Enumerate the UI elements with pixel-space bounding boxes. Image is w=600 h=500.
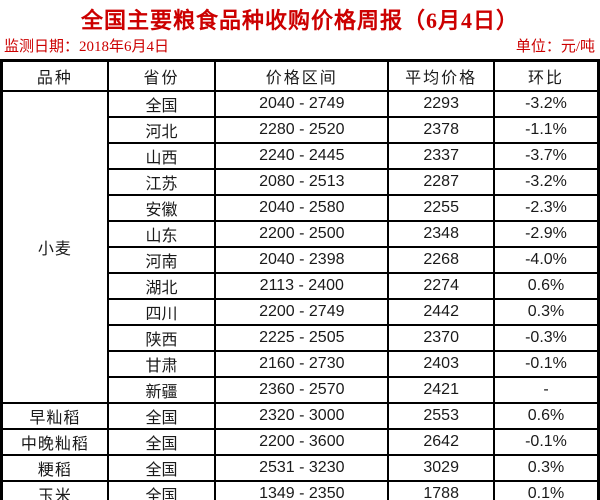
price-range-cell: 2040 - 2580: [214, 193, 390, 222]
price-range-cell: 2531 - 3230: [214, 453, 390, 482]
province-cell: 全国: [106, 401, 217, 430]
price-range-cell: 2320 - 3000: [214, 401, 390, 430]
chain-change-cell: -2.3%: [493, 193, 600, 222]
price-range-cell: 2200 - 2749: [214, 297, 390, 326]
page-title: 全国主要粮食品种收购价格周报（6月4日）: [80, 8, 519, 33]
col-header-avg-price: 平均价格: [387, 59, 495, 92]
table-row: 中晚籼稻 全国 2200 - 3600 2642 -0.1%: [0, 427, 600, 456]
col-header-variety: 品种: [0, 59, 109, 92]
chain-change-cell: -3.7%: [493, 141, 600, 170]
variety-cell-japonica-rice: 粳稻: [0, 453, 109, 482]
price-range-cell: 2040 - 2749: [214, 89, 390, 118]
price-table: 品种 省份 价格区间 平均价格 环比 小麦 全国 2040 - 2749 229…: [0, 59, 600, 500]
chain-change-cell: -: [493, 375, 600, 404]
avg-price-cell: 2293: [387, 89, 495, 118]
chain-change-cell: -0.3%: [493, 323, 600, 352]
province-cell: 河北: [106, 115, 217, 144]
chain-change-cell: -3.2%: [493, 89, 600, 118]
table-row: 山东 2200 - 2500 2348 -2.9%: [2, 219, 600, 248]
variety-cell-corn: 玉米: [0, 479, 109, 500]
chain-change-cell: -4.0%: [493, 245, 600, 274]
table-row: 甘肃 2160 - 2730 2403 -0.1%: [2, 349, 600, 378]
variety-cell-wheat: 小麦: [0, 89, 109, 404]
price-range-cell: 2040 - 2398: [214, 245, 390, 274]
variety-cell-early-indica-rice: 早籼稻: [0, 401, 109, 430]
avg-price-cell: 2403: [387, 349, 495, 378]
chain-change-cell: 0.6%: [493, 401, 600, 430]
price-range-cell: 2225 - 2505: [214, 323, 390, 352]
province-cell: 山东: [106, 219, 217, 248]
table-row: 四川 2200 - 2749 2442 0.3%: [2, 297, 600, 326]
price-range-cell: 2200 - 3600: [214, 427, 390, 456]
province-cell: 全国: [106, 453, 217, 482]
price-range-cell: 2360 - 2570: [214, 375, 390, 404]
province-cell: 全国: [106, 89, 217, 118]
table-row: 陕西 2225 - 2505 2370 -0.3%: [2, 323, 600, 352]
table-row: 新疆 2360 - 2570 2421 -: [2, 375, 600, 404]
province-cell: 山西: [106, 141, 217, 170]
col-header-province: 省份: [106, 59, 217, 92]
chain-change-cell: -3.2%: [493, 167, 600, 196]
province-cell: 全国: [106, 427, 217, 456]
price-range-cell: 1349 - 2350: [214, 479, 390, 500]
province-cell: 河南: [106, 245, 217, 274]
avg-price-cell: 2255: [387, 193, 495, 222]
province-cell: 四川: [106, 297, 217, 326]
chain-change-cell: -0.1%: [493, 349, 600, 378]
avg-price-cell: 2553: [387, 401, 495, 430]
avg-price-cell: 2274: [387, 271, 495, 300]
col-header-chain-change: 环比: [493, 59, 600, 92]
chain-change-cell: 0.3%: [493, 297, 600, 326]
chain-change-cell: 0.3%: [493, 453, 600, 482]
price-range-cell: 2160 - 2730: [214, 349, 390, 378]
avg-price-cell: 2442: [387, 297, 495, 326]
chain-change-cell: -1.1%: [493, 115, 600, 144]
province-cell: 陕西: [106, 323, 217, 352]
avg-price-cell: 2337: [387, 141, 495, 170]
table-row: 粳稻 全国 2531 - 3230 3029 0.3%: [0, 453, 600, 482]
table-row: 早籼稻 全国 2320 - 3000 2553 0.6%: [0, 401, 600, 430]
avg-price-cell: 2421: [387, 375, 495, 404]
table-row: 山西 2240 - 2445 2337 -3.7%: [2, 141, 600, 170]
province-cell: 全国: [106, 479, 217, 500]
table-row: 湖北 2113 - 2400 2274 0.6%: [2, 271, 600, 300]
province-cell: 湖北: [106, 271, 217, 300]
price-range-cell: 2113 - 2400: [214, 271, 390, 300]
header-row: 品种 省份 价格区间 平均价格 环比: [0, 59, 600, 92]
avg-price-cell: 2642: [387, 427, 495, 456]
avg-price-cell: 3029: [387, 453, 495, 482]
variety-cell-mid-late-indica-rice: 中晚籼稻: [0, 427, 109, 456]
province-cell: 江苏: [106, 167, 217, 196]
monitor-date-label: 监测日期：2018年6月4日: [4, 39, 170, 55]
table-row: 河北 2280 - 2520 2378 -1.1%: [2, 115, 600, 144]
avg-price-cell: 2378: [387, 115, 495, 144]
chain-change-cell: -2.9%: [493, 219, 600, 248]
table-row: 河南 2040 - 2398 2268 -4.0%: [2, 245, 600, 274]
avg-price-cell: 2348: [387, 219, 495, 248]
avg-price-cell: 2287: [387, 167, 495, 196]
price-range-cell: 2280 - 2520: [214, 115, 390, 144]
province-cell: 新疆: [106, 375, 217, 404]
price-range-cell: 2200 - 2500: [214, 219, 390, 248]
table-row: 玉米 全国 1349 - 2350 1788 0.1%: [0, 479, 600, 500]
table-row: 安徽 2040 - 2580 2255 -2.3%: [2, 193, 600, 222]
avg-price-cell: 2370: [387, 323, 495, 352]
price-range-cell: 2240 - 2445: [214, 141, 390, 170]
chain-change-cell: 0.1%: [493, 479, 600, 500]
price-range-cell: 2080 - 2513: [214, 167, 390, 196]
col-header-price-range: 价格区间: [214, 59, 390, 92]
meta-row: 监测日期：2018年6月4日 单位：元/吨: [0, 35, 600, 59]
table-row: 江苏 2080 - 2513 2287 -3.2%: [2, 167, 600, 196]
province-cell: 安徽: [106, 193, 217, 222]
table-row: 小麦 全国 2040 - 2749 2293 -3.2%: [0, 89, 600, 404]
avg-price-cell: 1788: [387, 479, 495, 500]
chain-change-cell: 0.6%: [493, 271, 600, 300]
avg-price-cell: 2268: [387, 245, 495, 274]
province-cell: 甘肃: [106, 349, 217, 378]
chain-change-cell: -0.1%: [493, 427, 600, 456]
unit-label: 单位：元/吨: [515, 39, 595, 55]
